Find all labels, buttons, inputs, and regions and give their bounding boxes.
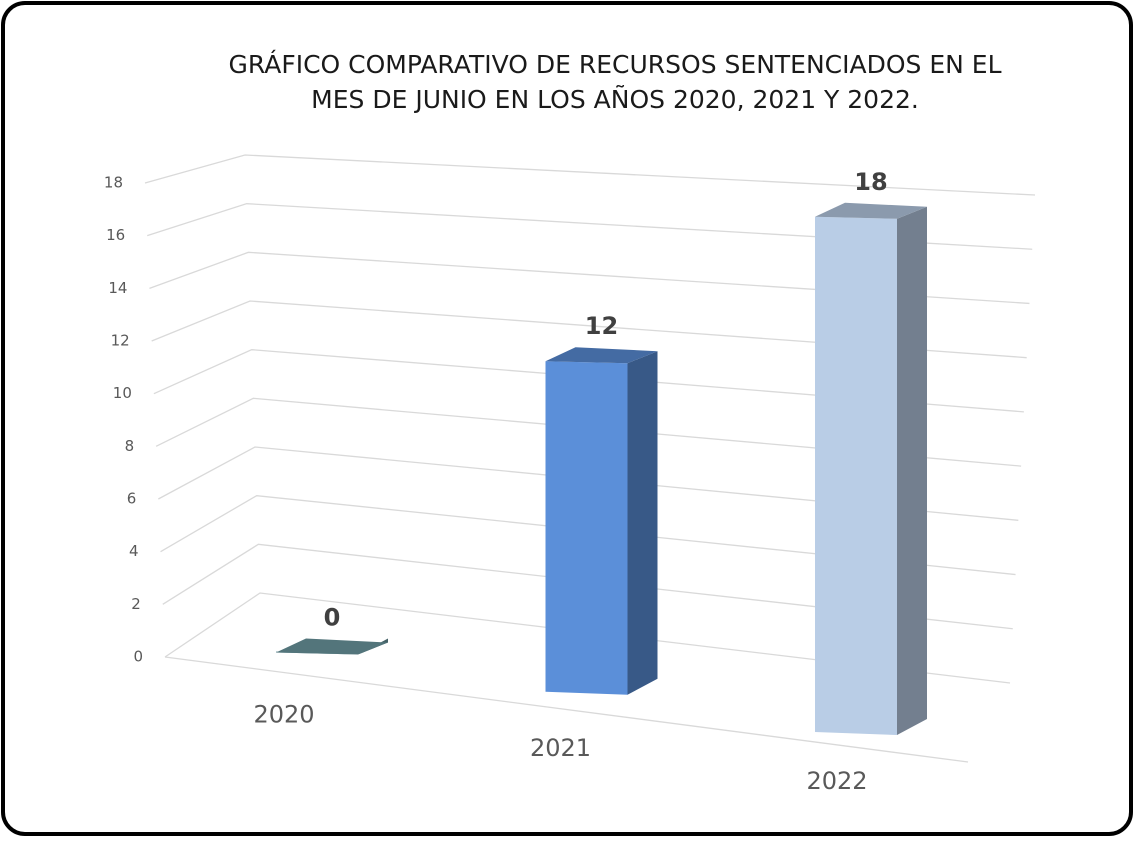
bar-top xyxy=(815,202,927,219)
y-tick-label: 8 xyxy=(125,437,135,455)
y-tick-label: 4 xyxy=(129,542,139,560)
grid-line xyxy=(160,494,1016,576)
grid-line xyxy=(155,397,1022,467)
x-tick-label: 2022 xyxy=(806,767,867,795)
grid-line xyxy=(147,203,1033,250)
bar-side xyxy=(627,351,658,695)
y-tick-label: 16 xyxy=(106,226,125,244)
grid-line xyxy=(158,446,1019,521)
chart-title: MES DE JUNIO EN LOS AÑOS 2020, 2021 Y 20… xyxy=(311,84,919,114)
grid-line xyxy=(162,543,1013,630)
grid-line xyxy=(153,349,1024,413)
x-tick-label: 2021 xyxy=(530,734,591,762)
bar-front xyxy=(815,216,897,735)
x-tick-label: 2020 xyxy=(253,701,314,729)
chart-title: GRÁFICO COMPARATIVO DE RECURSOS SENTENCI… xyxy=(228,50,1001,79)
y-tick-label: 0 xyxy=(133,648,143,666)
y-tick-label: 18 xyxy=(104,174,123,192)
y-tick-label: 14 xyxy=(108,279,127,297)
grid-line xyxy=(149,251,1030,305)
y-tick-label: 10 xyxy=(113,384,132,402)
bar-side xyxy=(897,206,927,735)
bar-top xyxy=(545,347,658,364)
data-label: 0 xyxy=(324,604,341,632)
y-tick-label: 2 xyxy=(131,595,141,613)
bar-front xyxy=(545,361,628,695)
data-label: 18 xyxy=(854,168,887,196)
bar-top xyxy=(276,638,388,655)
y-tick-label: 12 xyxy=(111,332,130,350)
y-tick-label: 6 xyxy=(127,490,137,508)
grid-line xyxy=(151,300,1027,359)
grid-line xyxy=(164,592,1011,684)
grid-line xyxy=(144,154,1036,196)
floor-edge xyxy=(164,656,969,763)
data-label: 12 xyxy=(585,312,618,340)
